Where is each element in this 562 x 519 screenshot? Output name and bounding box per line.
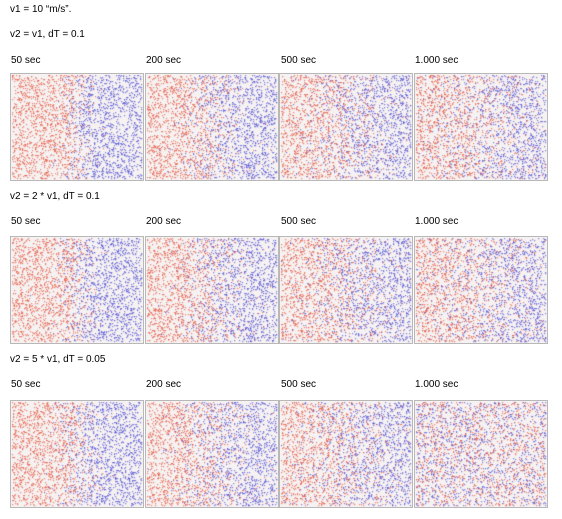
section-heading: v2 = 5 * v1, dT = 0.05 <box>10 354 106 365</box>
time-label: 200 sec <box>146 55 182 66</box>
intro-text: v1 = 10 “m/s”. <box>10 4 72 15</box>
simulation-panel <box>414 73 548 181</box>
simulation-panel <box>145 73 279 181</box>
time-label: 500 sec <box>281 216 317 227</box>
simulation-panel <box>414 236 548 344</box>
simulation-panel <box>10 236 144 344</box>
time-label: 200 sec <box>146 216 182 227</box>
time-label: 500 sec <box>281 379 317 390</box>
time-label: 500 sec <box>281 55 317 66</box>
time-label: 50 sec <box>11 216 41 227</box>
simulation-panel <box>145 236 279 344</box>
time-label: 1.000 sec <box>415 216 459 227</box>
simulation-panel <box>279 236 413 344</box>
time-label: 1.000 sec <box>415 379 459 390</box>
time-label: 200 sec <box>146 379 182 390</box>
simulation-panel <box>145 400 279 508</box>
simulation-panel <box>279 400 413 508</box>
simulation-panel <box>279 73 413 181</box>
section-heading: v2 = 2 * v1, dT = 0.1 <box>10 191 100 202</box>
simulation-panel <box>414 400 548 508</box>
time-label: 1.000 sec <box>415 55 459 66</box>
simulation-panel <box>10 73 144 181</box>
section-heading: v2 = v1, dT = 0.1 <box>10 29 85 40</box>
time-label: 50 sec <box>11 379 41 390</box>
time-label: 50 sec <box>11 55 41 66</box>
simulation-panel <box>10 400 144 508</box>
